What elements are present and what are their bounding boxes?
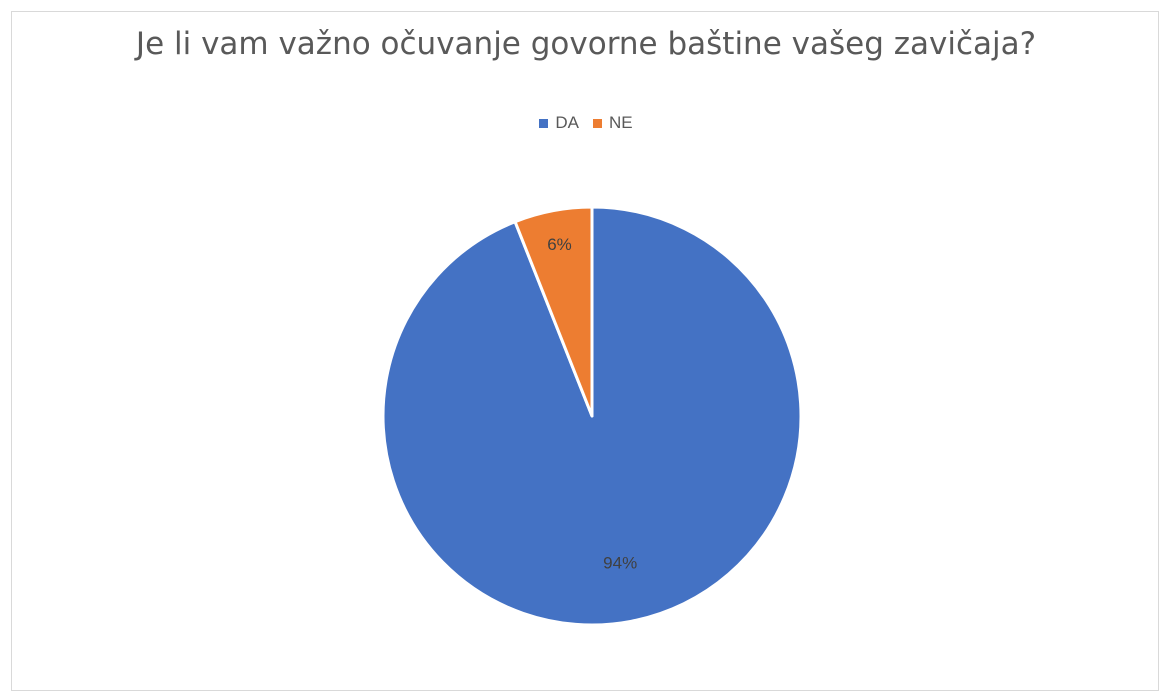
chart-title: Je li vam važno očuvanje govorne baštine…	[135, 26, 1037, 62]
legend: DA NE	[0, 113, 1172, 133]
legend-item-ne: NE	[593, 113, 633, 133]
legend-item-da: DA	[539, 113, 579, 133]
legend-label-ne: NE	[609, 113, 633, 132]
legend-label-da: DA	[555, 113, 579, 132]
data-label-ne: 6%	[547, 235, 572, 254]
legend-swatch-ne	[593, 118, 602, 128]
data-label-da: 94%	[603, 553, 637, 572]
pie-slice-ne	[513, 205, 594, 418]
legend-swatch-da	[539, 118, 549, 128]
